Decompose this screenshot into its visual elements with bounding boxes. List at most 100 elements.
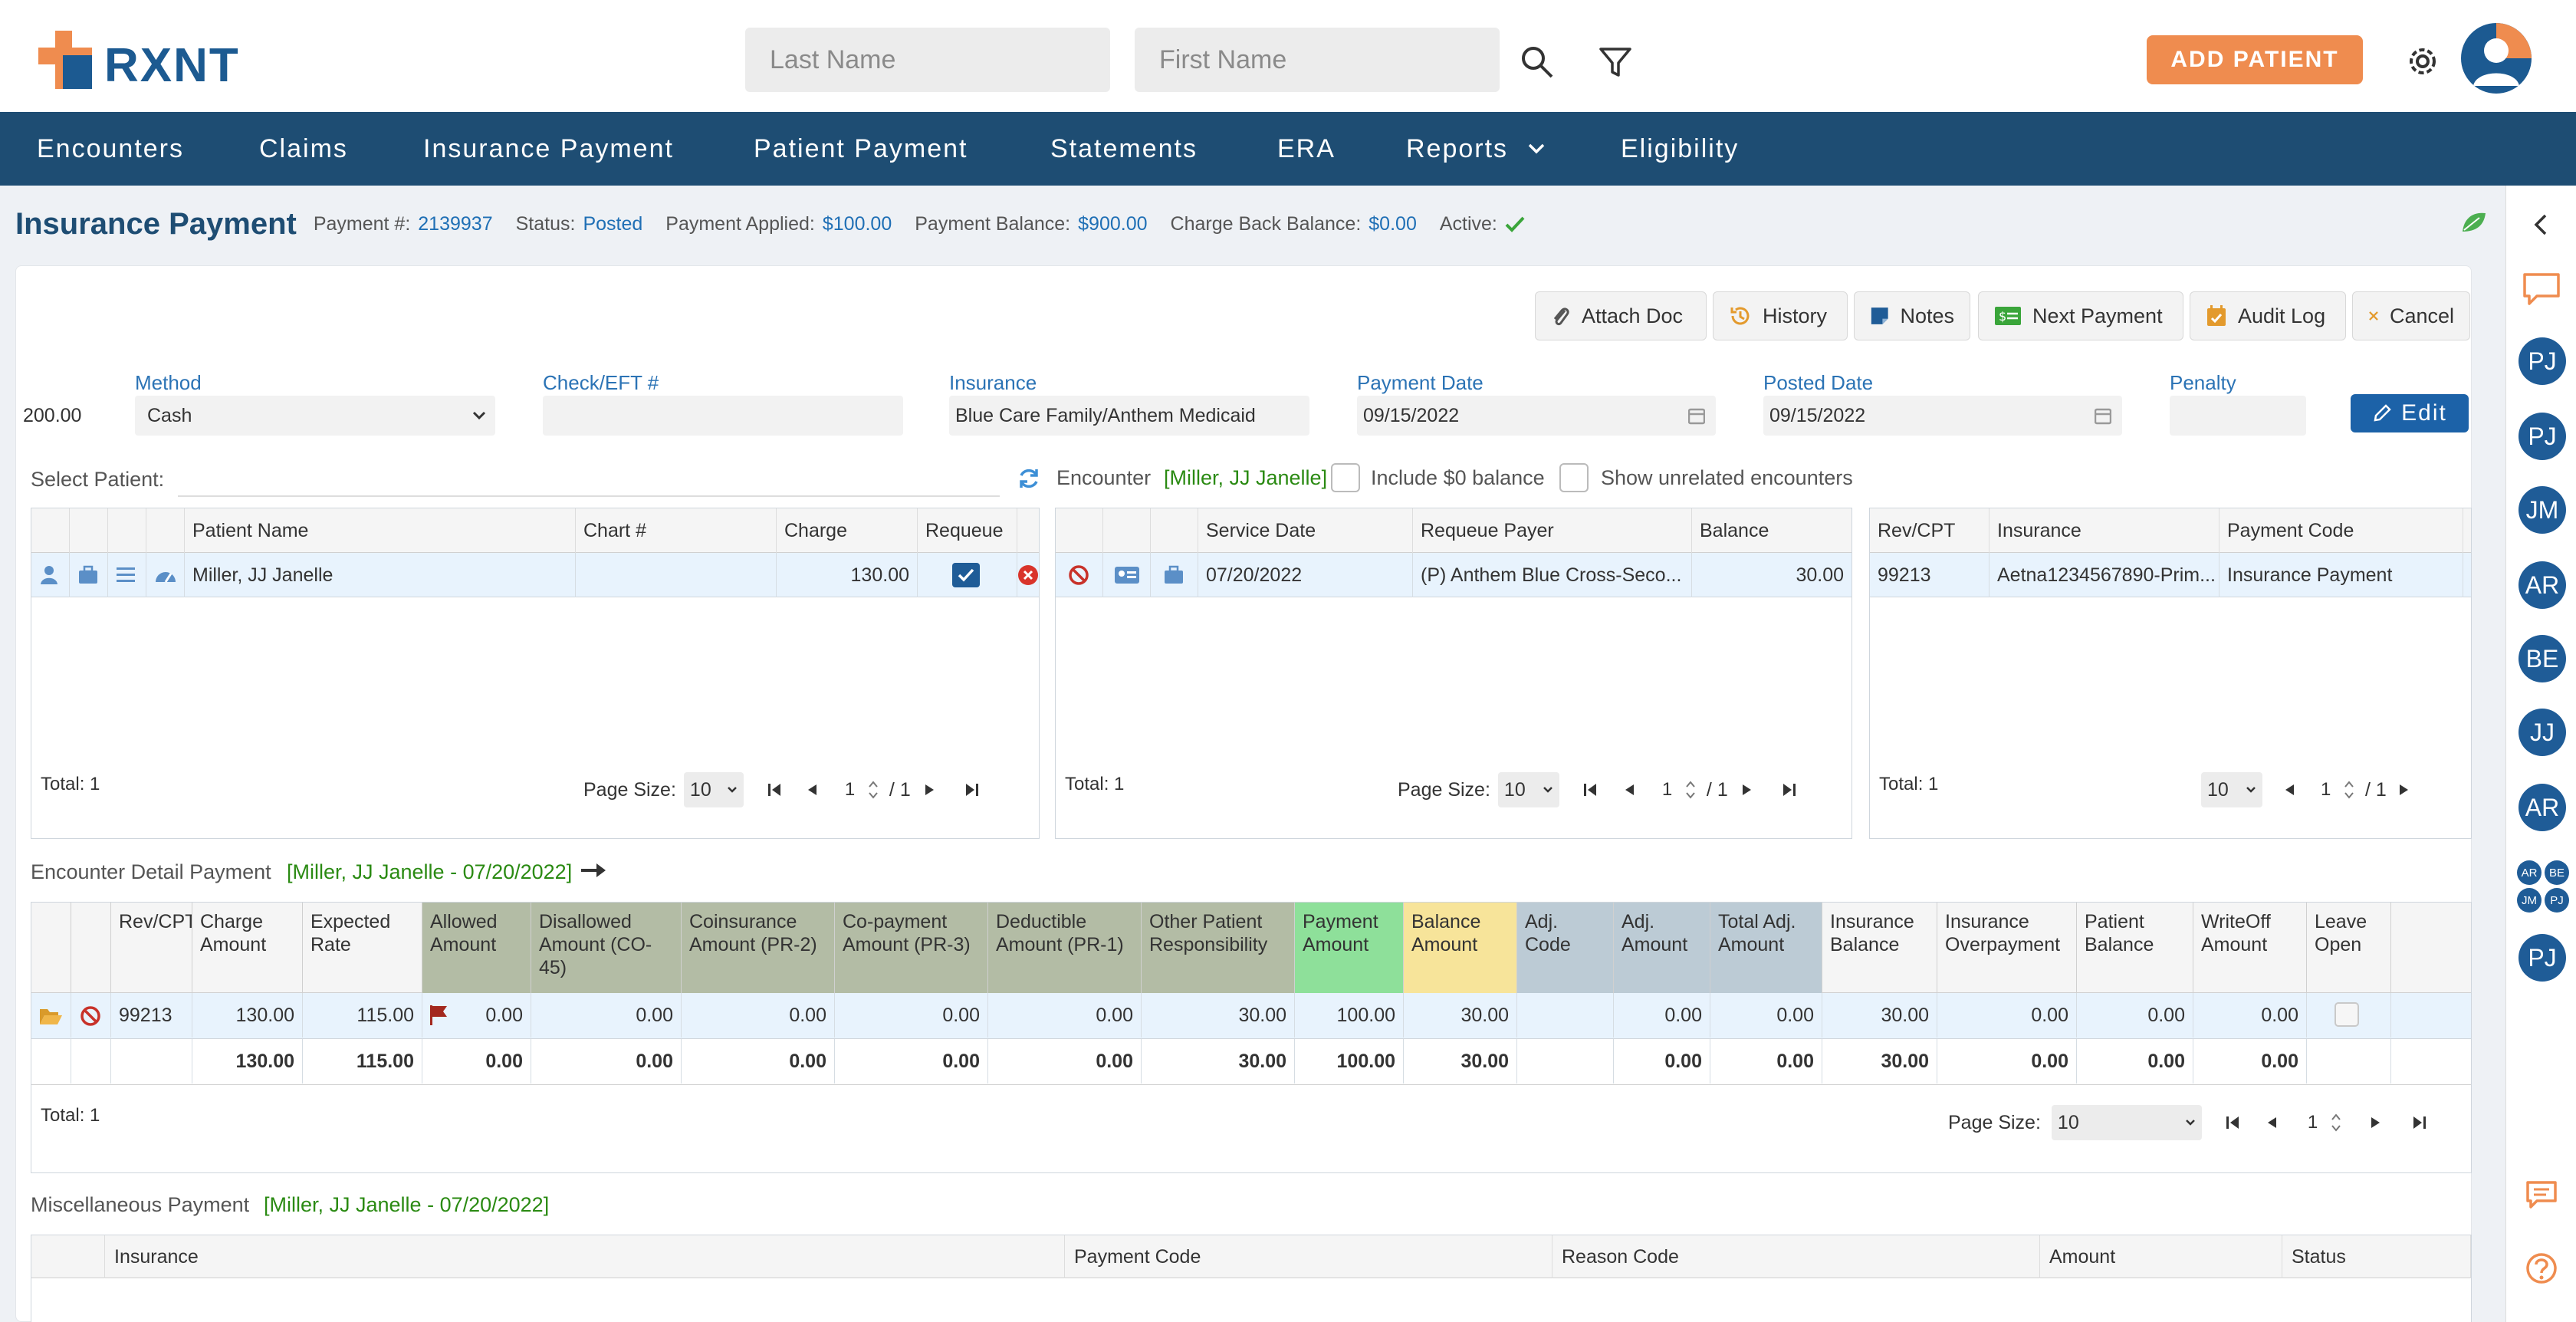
table-row[interactable]: 99213 130.00 115.00 0.00 0.00 0.00 0.00 0.00 30.… bbox=[31, 993, 2471, 1039]
last-page-icon[interactable] bbox=[1780, 781, 1797, 798]
nav-patient-payment[interactable]: Patient Payment bbox=[754, 134, 968, 163]
rail-mini-avatar-4[interactable]: PJ bbox=[2545, 888, 2569, 913]
table-row[interactable]: 07/20/2022 (P) Anthem Blue Cross-Seco...… bbox=[1056, 553, 1852, 597]
col-payment-code[interactable]: Payment Code bbox=[2220, 508, 2463, 553]
nav-claims[interactable]: Claims bbox=[259, 134, 348, 163]
add-patient-button[interactable]: ADD PATIENT bbox=[2147, 35, 2363, 84]
col-copayment-amount[interactable]: Co-payment Amount (PR-3) bbox=[835, 903, 988, 993]
payment-date-input[interactable]: 09/15/2022 bbox=[1357, 396, 1716, 436]
filter-icon[interactable] bbox=[1596, 43, 1635, 81]
search-icon[interactable] bbox=[1518, 43, 1556, 81]
calendar-icon[interactable] bbox=[2095, 406, 2111, 425]
page-size-select[interactable]: 10 bbox=[1497, 772, 1559, 807]
col-insurance-balance[interactable]: Insurance Balance bbox=[1822, 903, 1937, 993]
posted-date-input[interactable]: 09/15/2022 bbox=[1763, 396, 2122, 436]
col-misc-status[interactable]: Status bbox=[2282, 1235, 2471, 1278]
void-cell[interactable] bbox=[1056, 553, 1103, 597]
rail-mini-avatar-1[interactable]: AR bbox=[2517, 860, 2542, 885]
nav-eligibility[interactable]: Eligibility bbox=[1621, 134, 1740, 163]
prev-page-icon[interactable] bbox=[805, 781, 819, 798]
first-name-input[interactable] bbox=[1135, 28, 1500, 92]
table-row[interactable]: Miller, JJ Janelle 130.00 bbox=[31, 553, 1039, 597]
rail-avatar-2[interactable]: PJ bbox=[2518, 413, 2566, 460]
rail-mini-avatar-2[interactable]: BE bbox=[2545, 860, 2569, 885]
nav-reports[interactable]: Reports bbox=[1406, 134, 1509, 163]
next-page-icon[interactable] bbox=[2369, 1114, 2383, 1131]
leave-open-cell[interactable] bbox=[2307, 993, 2391, 1038]
include-zero-balance-checkbox[interactable] bbox=[1331, 463, 1360, 492]
reports-chevron-down-icon[interactable] bbox=[1527, 143, 1546, 155]
rail-avatar-4[interactable]: AR bbox=[2518, 561, 2566, 609]
col-rev-cpt[interactable]: Rev/CPT bbox=[111, 903, 192, 993]
col-misc-insurance[interactable]: Insurance bbox=[105, 1235, 1065, 1278]
page-size-select[interactable]: 10 bbox=[683, 772, 744, 807]
col-payment-amount[interactable]: Payment Amount bbox=[1295, 903, 1404, 993]
last-name-input[interactable] bbox=[745, 28, 1110, 92]
col-insurance-overpayment[interactable]: Insurance Overpayment bbox=[1937, 903, 2077, 993]
page-number-input[interactable]: 1 bbox=[2310, 774, 2359, 805]
col-patient-name[interactable]: Patient Name bbox=[185, 508, 576, 553]
rail-avatar-1[interactable]: PJ bbox=[2518, 337, 2566, 385]
nav-insurance-payment[interactable]: Insurance Payment bbox=[423, 134, 674, 163]
remove-cell[interactable] bbox=[1017, 553, 1040, 597]
dashboard-cell[interactable] bbox=[146, 553, 185, 597]
col-requeue[interactable]: Requeue bbox=[918, 508, 1017, 553]
col-misc-payment-code[interactable]: Payment Code bbox=[1065, 1235, 1552, 1278]
amount-field[interactable]: 200.00 bbox=[18, 396, 89, 436]
rail-avatar-7[interactable]: AR bbox=[2518, 784, 2566, 831]
first-page-icon[interactable] bbox=[2225, 1114, 2242, 1131]
page-number-input[interactable]: 1 bbox=[1651, 774, 1700, 805]
first-page-icon[interactable] bbox=[1582, 781, 1599, 798]
col-insurance[interactable]: Insurance bbox=[1990, 508, 2220, 553]
requeue-checkbox-checked-icon[interactable] bbox=[951, 562, 981, 588]
refresh-icon[interactable] bbox=[1017, 466, 1041, 491]
rail-avatar-5[interactable]: BE bbox=[2518, 635, 2566, 682]
edit-button[interactable]: Edit bbox=[2351, 394, 2469, 432]
first-page-icon[interactable] bbox=[767, 781, 784, 798]
page-number-input[interactable]: 1 bbox=[834, 774, 883, 805]
col-misc-amount[interactable]: Amount bbox=[2040, 1235, 2282, 1278]
col-service-date[interactable]: Service Date bbox=[1198, 508, 1413, 553]
insurance-field[interactable]: Blue Care Family/Anthem Medicaid bbox=[949, 396, 1309, 436]
message-icon[interactable] bbox=[2525, 1179, 2558, 1210]
void-cell[interactable] bbox=[71, 993, 111, 1038]
prev-page-icon[interactable] bbox=[2265, 1114, 2279, 1131]
col-adj-amount[interactable]: Adj. Amount bbox=[1614, 903, 1710, 993]
leave-open-checkbox[interactable] bbox=[2334, 1002, 2359, 1027]
col-deductible-amount[interactable]: Deductible Amount (PR-1) bbox=[988, 903, 1142, 993]
penalty-input[interactable] bbox=[2170, 396, 2306, 436]
nav-encounters[interactable]: Encounters bbox=[37, 134, 184, 163]
show-unrelated-checkbox[interactable] bbox=[1559, 463, 1589, 492]
next-page-icon[interactable] bbox=[2397, 781, 2411, 798]
chat-bubble-icon[interactable] bbox=[2522, 271, 2561, 307]
col-total-adj-amount[interactable]: Total Adj. Amount bbox=[1710, 903, 1822, 993]
method-select[interactable]: Cash bbox=[135, 396, 495, 436]
col-other-patient-resp[interactable]: Other Patient Responsibility bbox=[1142, 903, 1295, 993]
rail-avatar-8[interactable]: PJ bbox=[2518, 934, 2566, 982]
prev-page-icon[interactable] bbox=[2282, 781, 2296, 798]
col-misc-reason-code[interactable]: Reason Code bbox=[1552, 1235, 2040, 1278]
briefcase-cell[interactable] bbox=[1151, 553, 1198, 597]
col-coinsurance-amount[interactable]: Coinsurance Amount (PR-2) bbox=[682, 903, 835, 993]
patient-cell[interactable] bbox=[31, 553, 70, 597]
collapse-chevron-left-icon[interactable] bbox=[2532, 213, 2549, 236]
id-card-cell[interactable] bbox=[1103, 553, 1151, 597]
nav-era[interactable]: ERA bbox=[1277, 134, 1336, 163]
rail-avatar-6[interactable]: JJ bbox=[2518, 709, 2566, 756]
col-balance-amount[interactable]: Balance Amount bbox=[1404, 903, 1517, 993]
col-rev-cpt[interactable]: Rev/CPT bbox=[1870, 508, 1990, 553]
next-payment-button[interactable]: $ Next Payment bbox=[1978, 291, 2183, 340]
rail-mini-avatar-3[interactable]: JM bbox=[2517, 888, 2542, 913]
col-patient-balance[interactable]: Patient Balance bbox=[2077, 903, 2193, 993]
page-size-select[interactable]: 10 bbox=[2201, 772, 2262, 807]
audit-log-button[interactable]: Audit Log bbox=[2190, 291, 2346, 340]
user-avatar[interactable] bbox=[2461, 23, 2532, 94]
prev-page-icon[interactable] bbox=[1622, 781, 1636, 798]
list-cell[interactable] bbox=[108, 553, 146, 597]
last-page-icon[interactable] bbox=[2410, 1114, 2427, 1131]
col-allowed-amount[interactable]: Allowed Amount bbox=[422, 903, 531, 993]
cancel-button[interactable]: Cancel bbox=[2352, 291, 2470, 340]
col-writeoff-amount[interactable]: WriteOff Amount bbox=[2193, 903, 2307, 993]
next-page-icon[interactable] bbox=[923, 781, 937, 798]
last-page-icon[interactable] bbox=[963, 781, 980, 798]
